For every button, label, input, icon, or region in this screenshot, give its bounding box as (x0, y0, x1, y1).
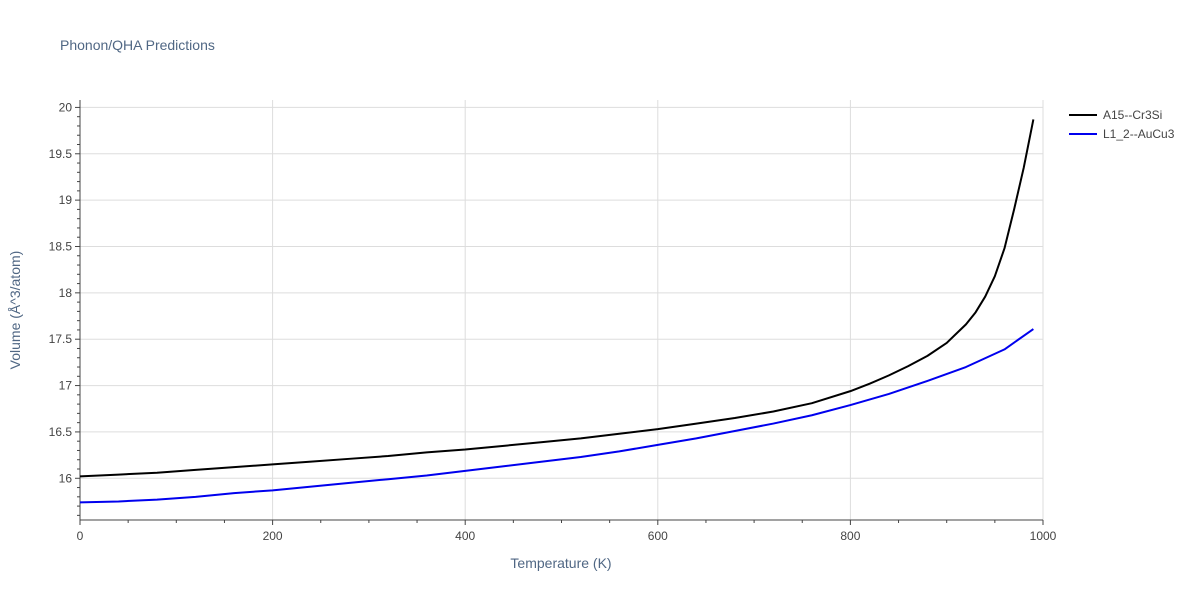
legend-label: L1_2--AuCu3 (1103, 127, 1175, 141)
legend-item[interactable]: L1_2--AuCu3 (1069, 127, 1175, 141)
x-tick-label: 800 (840, 529, 860, 543)
x-tick-label: 0 (77, 529, 84, 543)
y-tick-label: 17.5 (49, 332, 73, 346)
y-axis-title: Volume (Å^3/atom) (7, 251, 23, 370)
x-axis-ticks: 0 200 400 600 800 1000 (77, 529, 1057, 543)
legend-item[interactable]: A15--Cr3Si (1069, 108, 1162, 122)
x-tick-label: 200 (263, 529, 283, 543)
grid-lines (80, 100, 1044, 520)
y-tick-label: 18.5 (49, 239, 73, 253)
y-axis-ticks: 16 16.5 17 17.5 18 18.5 19 19.5 20 (49, 100, 73, 485)
legend[interactable]: A15--Cr3Si L1_2--AuCu3 (1069, 108, 1175, 141)
x-tick-label: 400 (455, 529, 475, 543)
x-axis-title: Temperature (K) (510, 555, 611, 571)
y-tick-label: 16 (59, 471, 73, 485)
y-tick-label: 19 (59, 193, 73, 207)
y-tick-label: 19.5 (49, 147, 73, 161)
legend-label: A15--Cr3Si (1103, 108, 1162, 122)
series-lines (79, 119, 1035, 504)
y-tick-label: 16.5 (49, 425, 73, 439)
series-line-1 (79, 328, 1034, 504)
x-tick-label: 600 (648, 529, 668, 543)
x-tick-label: 1000 (1030, 529, 1057, 543)
series-line-0 (79, 119, 1035, 478)
y-tick-label: 17 (59, 379, 73, 393)
y-tick-label: 18 (59, 286, 73, 300)
axes (75, 100, 1044, 525)
chart-title: Phonon/QHA Predictions (60, 37, 215, 53)
y-tick-label: 20 (59, 100, 73, 114)
